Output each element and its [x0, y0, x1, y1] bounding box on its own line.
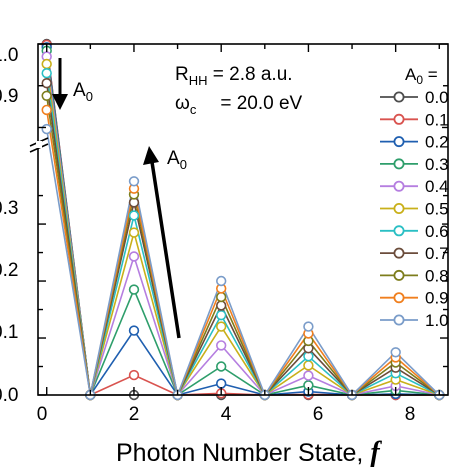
legend-item: 1.0: [380, 311, 449, 330]
legend-item: 0.0: [380, 88, 449, 107]
data-point: [128, 284, 140, 295]
data-point: [128, 251, 140, 262]
data-point: [303, 360, 314, 371]
series-line-0.4: [45, 56, 440, 396]
data-point: [128, 369, 140, 381]
axis-break: [29, 137, 49, 153]
legend-label: 0.5: [425, 200, 449, 219]
legend-label: 0.1: [425, 110, 449, 129]
series-line-1.0: [45, 128, 440, 396]
x-axis-label: Photon Number State, f: [116, 437, 382, 468]
arrow-down-a0: [52, 58, 68, 110]
legend-label: 0.0: [425, 88, 449, 107]
legend-label: 1.0: [425, 311, 449, 330]
data-point: [390, 347, 401, 358]
series-line-0.6: [45, 73, 440, 396]
series-line-0.5: [45, 63, 440, 396]
data-point: [216, 378, 227, 389]
data-point: [216, 361, 227, 372]
x-tick-label: 0: [37, 404, 48, 425]
data-point: [128, 176, 140, 187]
data-point: [41, 77, 52, 89]
data-point: [41, 123, 52, 135]
data-point: [216, 291, 227, 303]
data-point: [216, 275, 227, 287]
legend-item: 0.3: [380, 155, 449, 174]
series-lines: [45, 43, 440, 396]
data-point: [216, 321, 227, 332]
y-tick-label: 0.9: [0, 86, 18, 107]
legend-label: 0.2: [425, 133, 449, 152]
x-tick-label: 6: [313, 404, 324, 425]
legend-title: A0 =: [405, 65, 438, 87]
arrow-down-label: A0: [73, 80, 93, 104]
data-point: [216, 300, 227, 311]
legend-label: 0.9: [425, 289, 449, 308]
param-omega: ωc = 20.0 eV: [175, 93, 303, 117]
x-tick-label: 8: [405, 404, 416, 425]
legend-item: 0.2: [380, 133, 449, 152]
data-point: [128, 325, 140, 336]
data-point: [128, 227, 140, 238]
data-point: [41, 104, 52, 116]
y-tick-label: 0.2: [0, 260, 18, 281]
plot-frame: [37, 43, 449, 396]
y-tick-label: 0.1: [0, 322, 18, 343]
legend-item: 0.1: [380, 110, 449, 129]
legend-item: 0.8: [380, 266, 449, 285]
legend: A0 = 0.0 0.1 0.2 0.3 0.4 0.5 0.6 0.7 0.8 0.9 1.0: [372, 65, 449, 330]
param-rhh: RHH = 2.8 a.u.: [175, 64, 293, 88]
series-line-0.3: [45, 50, 440, 396]
y-tick-label: 0.0: [0, 385, 18, 406]
legend-item: 0.6: [380, 222, 449, 241]
legend-label: 0.7: [425, 244, 449, 263]
data-point: [41, 90, 52, 102]
series-line-0.7: [45, 83, 440, 396]
legend-label: 0.8: [425, 266, 449, 285]
legend-label: 0.6: [425, 222, 449, 241]
data-point: [216, 340, 227, 351]
y-tick-label: 1.0: [0, 45, 18, 66]
x-tick-label: 4: [221, 404, 232, 425]
data-point: [303, 370, 314, 381]
legend-item: 0.9: [380, 289, 449, 308]
data-point: [303, 321, 314, 332]
legend-item: 0.5: [380, 200, 449, 219]
data-point: [41, 58, 52, 70]
legend-label: 0.3: [425, 155, 449, 174]
data-point: [41, 67, 52, 79]
x-tick-label: 2: [129, 404, 140, 425]
arrow-up-label: A0: [167, 148, 187, 172]
legend-label: 0.4: [425, 177, 449, 196]
legend-item: 0.7: [380, 244, 449, 263]
arrow-up-a0: [143, 146, 181, 339]
data-point: [216, 310, 227, 321]
data-point: [128, 210, 140, 221]
y-tick-label: 0.3: [0, 198, 18, 219]
legend-item: 0.4: [380, 177, 449, 196]
